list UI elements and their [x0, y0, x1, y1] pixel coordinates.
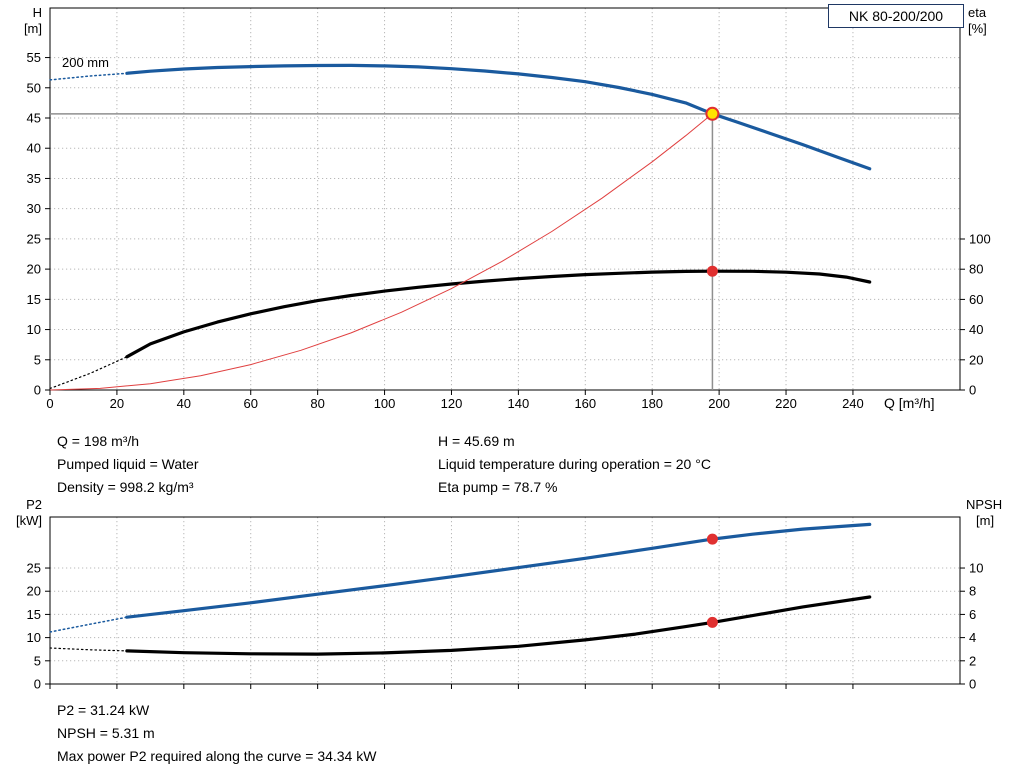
- h-axis-symbol: H: [32, 5, 42, 20]
- npsh-curve: [125, 595, 872, 656]
- y-left-tick-label: 20: [27, 262, 41, 277]
- y-right-tick-label: 10: [969, 561, 983, 576]
- x-tick-label: 60: [244, 396, 258, 411]
- duty-point-eta[interactable]: [706, 265, 718, 277]
- y-right-tick-label: 4: [969, 630, 976, 645]
- h-axis-unit: [m]: [23, 21, 42, 36]
- eta-axis-unit: [%]: [968, 21, 987, 36]
- info-eta-pump: Eta pump = 78.7 %: [438, 479, 558, 495]
- y-right-tick-label: 0: [969, 677, 976, 692]
- y-right-tick-label: 60: [969, 292, 983, 307]
- x-tick-label: 200: [708, 396, 730, 411]
- eta-curve: [125, 269, 872, 359]
- info-flow: Q = 198 m³/h: [57, 433, 140, 449]
- p2-axis-title: P2 [kW]: [2, 497, 42, 529]
- info-liquid-temperature: Liquid temperature during operation = 20…: [438, 456, 711, 472]
- y-left-tick-label: 25: [27, 231, 41, 246]
- p2-curve: [125, 522, 872, 619]
- duty-info-left: Q = 198 m³/h Pumped liquid = Water Densi…: [57, 430, 199, 499]
- x-tick-label: 240: [842, 396, 864, 411]
- y-right-tick-label: 8: [969, 584, 976, 599]
- y-left-tick-label: 50: [27, 80, 41, 95]
- info-pumped-liquid: Pumped liquid = Water: [57, 456, 199, 472]
- y-right-tick-label: 80: [969, 262, 983, 277]
- y-left-tick-label: 45: [27, 111, 41, 126]
- pump-type-label: NK 80-200/200: [848, 8, 944, 24]
- y-left-tick-label: 0: [34, 677, 41, 692]
- eta-axis-symbol: eta: [968, 5, 987, 20]
- duty-point-p2[interactable]: [706, 533, 718, 545]
- x-tick-label: 100: [374, 396, 396, 411]
- info-npsh: NPSH = 5.31 m: [57, 725, 155, 741]
- y-left-tick-label: 40: [27, 141, 41, 156]
- npsh-axis-unit: [m]: [976, 513, 995, 528]
- x-tick-label: 20: [110, 396, 124, 411]
- x-tick-label: 0: [46, 396, 53, 411]
- impeller-diameter-label: 200 mm: [62, 55, 109, 70]
- y-left-tick-label: 15: [27, 607, 41, 622]
- y-left-tick-label: 5: [34, 352, 41, 367]
- y-left-tick-label: 20: [27, 584, 41, 599]
- plot-border: [49, 7, 961, 391]
- info-p2: P2 = 31.24 kW: [57, 702, 150, 718]
- p2-axis-symbol: P2: [26, 497, 42, 512]
- y-left-tick-label: 10: [27, 630, 41, 645]
- npsh-axis-symbol: NPSH: [966, 497, 1003, 512]
- npsh-axis-title: NPSH [m]: [966, 497, 1020, 529]
- x-tick-label: 140: [508, 396, 530, 411]
- system-curve: [49, 113, 713, 391]
- duty-info-right: H = 45.69 m Liquid temperature during op…: [438, 430, 711, 499]
- x-tick-label: 180: [641, 396, 663, 411]
- y-right-tick-label: 20: [969, 352, 983, 367]
- duty-point-head[interactable]: [705, 106, 720, 121]
- head-curve-dashed: [49, 72, 128, 81]
- y-right-tick-label: 100: [969, 232, 991, 247]
- x-tick-label: 40: [177, 396, 191, 411]
- head-curve: [125, 63, 872, 171]
- y-left-tick-label: 55: [27, 50, 41, 65]
- power-info: P2 = 31.24 kW NPSH = 5.31 m Max power P2…: [57, 699, 376, 768]
- info-max-power: Max power P2 required along the curve = …: [57, 748, 377, 764]
- x-tick-label: 160: [574, 396, 596, 411]
- y-right-tick-label: 40: [969, 322, 983, 337]
- duty-point-npsh[interactable]: [706, 616, 718, 628]
- y-left-tick-label: 5: [34, 653, 41, 668]
- y-right-tick-label: 0: [969, 383, 976, 398]
- x-tick-label: 80: [310, 396, 324, 411]
- y-right-tick-label: 2: [969, 653, 976, 668]
- eta-axis-title: eta [%]: [968, 5, 1020, 37]
- x-tick-label: 220: [775, 396, 797, 411]
- y-left-tick-label: 10: [27, 322, 41, 337]
- y-left-tick-label: 30: [27, 201, 41, 216]
- y-left-tick-label: 25: [27, 561, 41, 576]
- plot-border: [49, 516, 961, 685]
- x-tick-label: 120: [441, 396, 463, 411]
- pump-type-box: NK 80-200/200: [828, 4, 964, 28]
- p2-curve-dashed: [49, 616, 128, 633]
- info-head: H = 45.69 m: [438, 433, 515, 449]
- y-left-tick-label: 35: [27, 171, 41, 186]
- y-right-tick-label: 6: [969, 607, 976, 622]
- p2-axis-unit: [kW]: [16, 513, 42, 528]
- q-axis-title: Q [m³/h]: [884, 395, 935, 411]
- eta-curve-dashed: [49, 356, 128, 390]
- info-density: Density = 998.2 kg/m³: [57, 479, 194, 495]
- npsh-curve-dashed: [49, 647, 128, 652]
- y-left-tick-label: 0: [34, 383, 41, 398]
- h-axis-title: H [m]: [4, 5, 42, 37]
- y-left-tick-label: 15: [27, 292, 41, 307]
